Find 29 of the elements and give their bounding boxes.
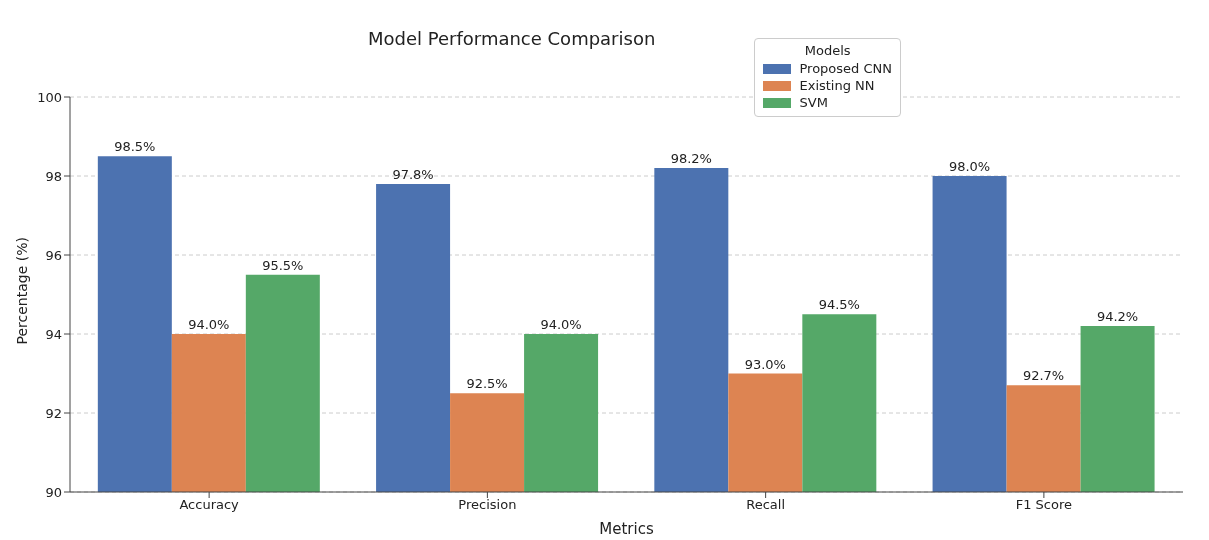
data-label: 95.5% [262, 257, 304, 273]
data-label: 94.5% [818, 297, 860, 313]
y-axis-title: Percentage (%) [13, 237, 30, 345]
data-label: 94.2% [1096, 309, 1139, 325]
y-tick-label: 98 [45, 168, 62, 184]
data-label: 92.7% [1022, 368, 1065, 384]
y-tick-label: 94 [45, 326, 62, 342]
data-label: 98.2% [670, 151, 712, 167]
y-tick-label: 92 [45, 405, 62, 421]
data-label: 98.0% [948, 159, 991, 174]
data-label: 97.8% [392, 166, 434, 182]
legend-label: SVM [799, 95, 828, 110]
chart-title: Model Performance Comparison [368, 28, 656, 49]
x-tick-label: F1 Score [1015, 497, 1073, 513]
data-label: 92.5% [466, 376, 508, 392]
data-label: 93.0% [744, 356, 786, 372]
data-label: 94.0% [540, 317, 582, 332]
x-axis-title: Metrics [599, 520, 654, 538]
legend-title: Models [803, 43, 852, 58]
legend-label: Proposed CNN [799, 61, 892, 76]
x-tick-label: Recall [746, 497, 786, 513]
y-tick-label: 96 [45, 247, 62, 263]
y-tick-label: 100 [37, 89, 62, 105]
y-tick-label: 90 [45, 484, 62, 500]
x-tick-label: Accuracy [179, 497, 240, 513]
legend-label: Existing NN [799, 78, 875, 93]
x-tick-label: Precision [458, 497, 517, 513]
data-label: 98.5% [114, 139, 156, 155]
data-label: 94.0% [188, 317, 230, 332]
